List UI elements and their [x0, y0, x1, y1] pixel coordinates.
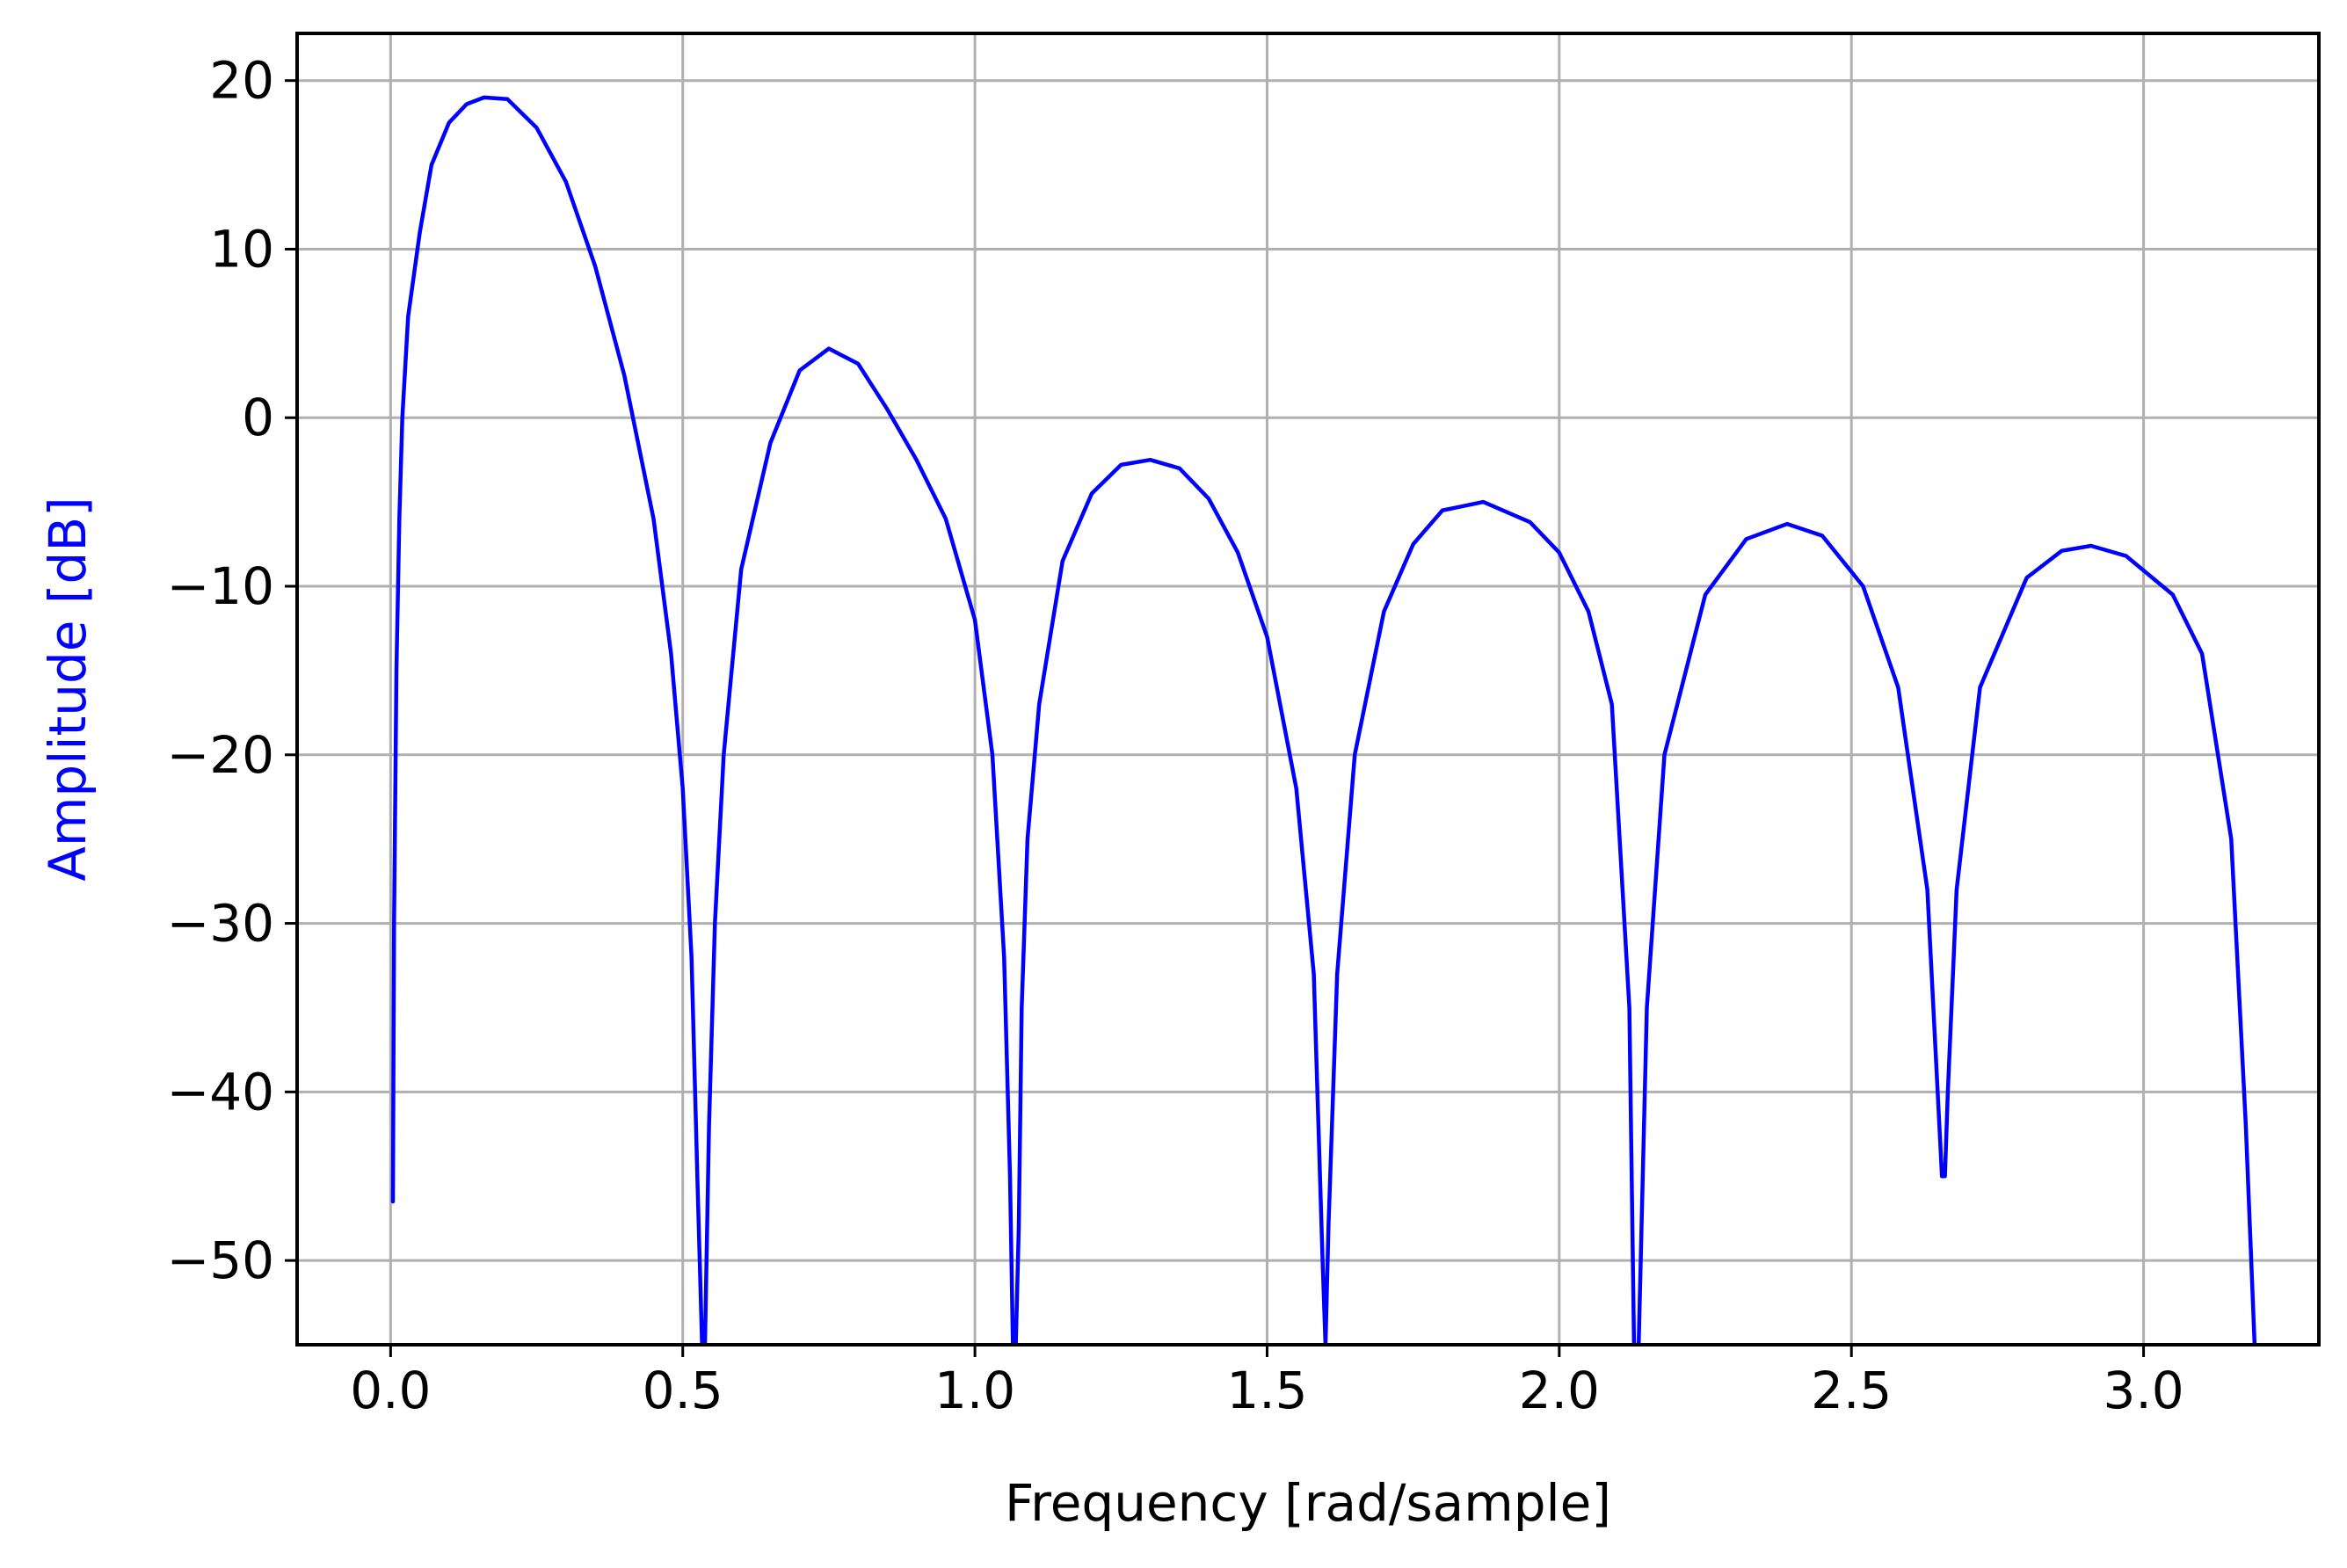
series-line-0 [390, 95, 2257, 1345]
x-tick-label: 1.0 [934, 1361, 1015, 1420]
plot-frame [295, 32, 2321, 1347]
axis-ticks: 0.0 0.5 1.0 1.5 2.0 2.5 3.0 20 10 0 −10 −20 −30 −40 −5… [167, 51, 2184, 1420]
series-layer [390, 95, 2257, 1345]
y-tick-label: −50 [167, 1230, 274, 1290]
x-tick-label: 3.0 [2103, 1361, 2184, 1420]
x-tick-label: 0.5 [643, 1361, 723, 1420]
y-tick-label: −10 [167, 556, 274, 616]
y-tick-label: −30 [167, 894, 274, 954]
x-tick-label: 2.5 [1811, 1361, 1892, 1420]
y-tick-label: −20 [167, 725, 274, 785]
y-tick-label: 0 [242, 388, 274, 447]
x-axis-title: Frequency [rad/sample] [1005, 1473, 1611, 1533]
y-tick-label: 20 [209, 51, 274, 111]
x-tick-label: 0.0 [350, 1361, 431, 1420]
y-tick-label: 10 [209, 219, 274, 279]
x-tick-label: 2.0 [1519, 1361, 1600, 1420]
y-tick-label: −40 [167, 1062, 274, 1122]
y-axis-title: Amplitude [dB] [38, 497, 98, 882]
x-tick-label: 1.5 [1226, 1361, 1307, 1420]
